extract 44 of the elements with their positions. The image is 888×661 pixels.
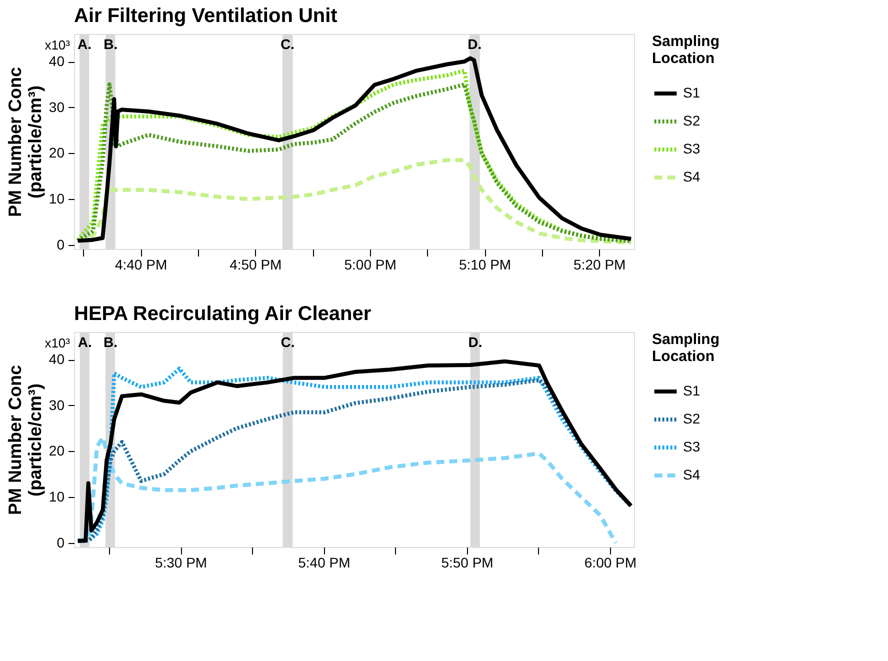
y-tick-label: 30	[48, 98, 65, 115]
x-tick-label: 5:50 PM	[441, 554, 494, 570]
y-tick-label: 10	[48, 488, 65, 505]
text: x10³	[44, 336, 71, 351]
band-label: A.	[78, 36, 92, 52]
band-label: C.	[280, 334, 295, 350]
x-tick-label: 5:40 PM	[298, 554, 350, 570]
x-tick-label: 6:00 PM	[584, 554, 637, 570]
legend-label: S1	[683, 84, 700, 100]
y-axis-title: PM Number Conc (particle/cm³)	[4, 364, 45, 516]
legend-label: S1	[683, 382, 700, 398]
chart-title: HEPA Recirculating Air Cleaner	[74, 303, 372, 325]
x-tick-label: 4:50 PM	[230, 256, 282, 272]
legend-label: S2	[683, 112, 700, 128]
band-label: C.	[280, 36, 294, 52]
band-label: B.	[104, 36, 118, 52]
chart-title: Air Filtering Ventilation Unit	[74, 5, 338, 27]
y-tick-label: 40	[48, 351, 65, 368]
x-tick-label: 5:10 PM	[458, 256, 512, 272]
x-tick-label: 5:00 PM	[344, 256, 396, 272]
line-series	[76, 435, 618, 545]
legend-label: S2	[683, 410, 700, 426]
y-tick-label: 20	[48, 144, 65, 161]
band-label: D.	[468, 334, 482, 350]
legend-label: S3	[683, 140, 700, 156]
legend-label: S4	[683, 466, 700, 482]
band-label: B.	[104, 334, 118, 350]
y-tick-label: 10	[48, 190, 65, 207]
band-label: A.	[78, 334, 92, 350]
legend-title: Sampling Location	[652, 33, 720, 67]
band-label: D.	[468, 36, 482, 52]
y-tick-label: 30	[48, 396, 65, 413]
legend-label: S3	[683, 438, 700, 454]
y-tick-label: 0	[56, 236, 65, 252]
x-tick-label: 4:40 PM	[114, 256, 168, 272]
x-tick-label: 5:20 PM	[574, 256, 626, 272]
legend-label: S4	[683, 168, 700, 184]
legend-title: Sampling Location	[652, 331, 720, 365]
text: x10³	[44, 38, 71, 53]
x-tick-label: 5:30 PM	[154, 554, 208, 570]
y-tick-label: 0	[56, 534, 65, 550]
y-tick-label: 40	[48, 53, 65, 70]
y-tick-label: 20	[48, 442, 65, 459]
y-axis-title: PM Number Conc (particle/cm³)	[4, 66, 45, 218]
